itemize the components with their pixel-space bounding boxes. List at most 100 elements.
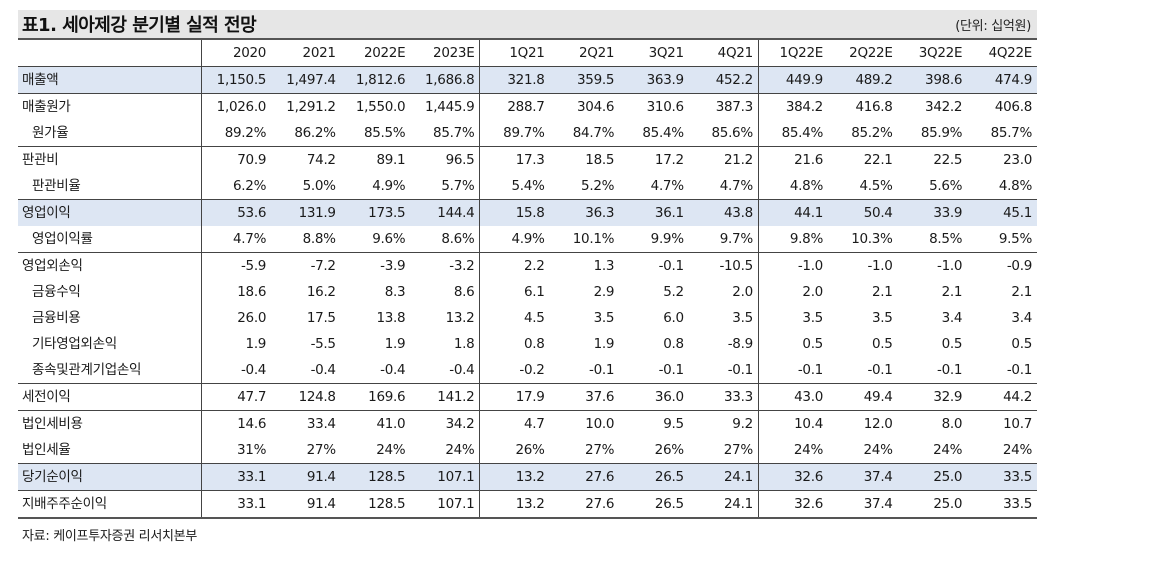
value-cell: 26.0 [201, 305, 272, 331]
table-row: 영업외손익 -5.9 -7.2 -3.9 -3.2 2.2 1.3 -0.1 -10.5 -1.0… [18, 252, 1037, 279]
value-cell: 9.9% [650, 231, 684, 247]
value-cell: 44.2 [967, 383, 1037, 411]
value-cell: 342.2 [897, 93, 968, 120]
value-cell: 10.0 [549, 410, 620, 437]
value-cell: 17.9 [479, 383, 550, 411]
value-cell: -0.4 [201, 357, 272, 384]
value-cell: -0.1 [867, 362, 893, 378]
value-cell: 26% [654, 442, 684, 458]
value-cell: -0.1 [619, 252, 689, 279]
header-row: 2020 2021 2022E 2023E 1Q21 2Q21 3Q21 4Q2… [18, 40, 1037, 67]
value-cell: 5.2% [581, 178, 615, 194]
column-header: 4Q21 [688, 40, 759, 67]
value-cell: 13.2 [445, 310, 475, 326]
column-header: 2Q21 [549, 40, 620, 67]
value-cell: -10.5 [688, 252, 759, 279]
value-cell: 2.0 [732, 284, 753, 300]
row-label: 영업외손익 [18, 252, 202, 279]
value-cell: 36.3 [549, 199, 620, 226]
value-cell: 24.1 [688, 463, 759, 491]
unit-label: (단위: 십억원) [955, 18, 1031, 34]
table-title-bar: 표1. 세아제강 분기별 실적 전망 (단위: 십억원) [18, 10, 1037, 40]
value-cell: 34.2 [410, 410, 480, 437]
value-cell: 5.7% [441, 178, 475, 194]
value-cell: 9.8% [757, 226, 828, 253]
value-cell: 86.2% [294, 125, 336, 141]
value-cell: 4.8% [757, 173, 828, 200]
value-cell: 24% [376, 442, 406, 458]
table-row: 판관비 70.9 74.2 89.1 96.5 17.3 18.5 17.2 21.2 21.6 2… [18, 146, 1037, 173]
value-cell: 1.9 [384, 336, 406, 352]
value-cell: 4.7% [650, 178, 684, 194]
row-label: 판관비 [18, 146, 202, 173]
value-cell: 32.9 [897, 383, 968, 411]
value-cell: 0.5 [872, 336, 893, 352]
value-cell: 15.8 [479, 199, 550, 226]
column-header: 2023E [410, 40, 480, 67]
value-cell: 1.9 [593, 336, 615, 352]
value-cell: 44.1 [757, 199, 828, 226]
value-cell: 17.2 [619, 146, 689, 173]
value-cell: 359.5 [549, 66, 620, 94]
value-cell: 2.0 [757, 279, 828, 305]
value-cell: -5.5 [310, 336, 336, 352]
value-cell: 3.5 [732, 310, 753, 326]
table-body: 매출액 1,150.5 1,497.4 1,812.6 1,686.8 321.8 359.… [18, 66, 1037, 519]
value-cell: 33.3 [688, 383, 759, 411]
table-row: 기타영업외손익 1.9 -5.5 1.9 1.8 0.8 1.9 0.8 -8.9 0.5 0.5 0… [18, 331, 1037, 357]
value-cell: 1,812.6 [340, 66, 411, 94]
value-cell: 49.4 [827, 383, 898, 411]
value-cell: 50.4 [827, 199, 898, 226]
value-cell: 26.5 [619, 490, 689, 519]
value-cell: 37.4 [827, 490, 898, 519]
row-label: 매출원가 [18, 93, 202, 120]
value-cell: 33.1 [201, 490, 272, 519]
row-label: 당기순이익 [18, 463, 202, 491]
value-cell: 5.2 [663, 284, 684, 300]
value-cell: 131.9 [271, 199, 341, 226]
value-cell: 85.4% [642, 125, 684, 141]
value-cell: 84.7% [572, 125, 615, 141]
value-cell: 36.1 [619, 199, 689, 226]
table-row: 당기순이익 33.1 91.4 128.5 107.1 13.2 27.6 26.5 24.1 3… [18, 463, 1037, 491]
value-cell: 32.6 [757, 463, 828, 491]
column-header: 2020 [201, 40, 272, 67]
row-label: 종속및관계기업손익 [32, 362, 142, 378]
value-cell: 0.5 [941, 336, 963, 352]
value-cell: 47.7 [201, 383, 272, 411]
value-cell: 27% [306, 442, 336, 458]
value-cell: 31% [201, 437, 272, 464]
value-cell: 3.5 [872, 310, 893, 326]
value-cell: 1,150.5 [201, 66, 272, 94]
value-cell: 9.7% [719, 231, 753, 247]
value-cell: 2.9 [593, 284, 615, 300]
value-cell: 416.8 [827, 93, 898, 120]
value-cell: 107.1 [410, 463, 480, 491]
column-header: 3Q22E [897, 40, 968, 67]
table-row: 원가율 89.2% 86.2% 85.5% 85.7% 89.7% 84.7% 85.4% 85… [18, 120, 1037, 147]
value-cell: -0.1 [658, 362, 684, 378]
value-cell: 45.1 [967, 199, 1037, 226]
table-title: 표1. 세아제강 분기별 실적 전망 [22, 15, 257, 36]
value-cell: 12.0 [827, 410, 898, 437]
earnings-forecast-table: 2020 2021 2022E 2023E 1Q21 2Q21 3Q21 4Q2… [18, 40, 1037, 519]
table-row: 법인세비용 14.6 33.4 41.0 34.2 4.7 10.0 9.5 9.2 10.4 12… [18, 410, 1037, 437]
value-cell: 4.5% [859, 178, 893, 194]
value-cell: -0.4 [380, 362, 406, 378]
value-cell: 85.4% [757, 120, 828, 147]
value-cell: 1.9 [201, 331, 272, 357]
value-cell: 9.2 [688, 410, 759, 437]
table-row: 영업이익 53.6 131.9 173.5 144.4 15.8 36.3 36.1 43.8 4… [18, 199, 1037, 226]
table-row: 법인세율 31% 27% 24% 24% 26% 27% 26% 27% 24% 24% 24% 24% [18, 437, 1037, 464]
value-cell: 2.1 [1011, 284, 1032, 300]
value-cell: 10.1% [572, 231, 615, 247]
value-cell: 85.2% [851, 125, 893, 141]
value-cell: 33.5 [967, 463, 1037, 491]
table-row: 판관비율 6.2% 5.0% 4.9% 5.7% 5.4% 5.2% 4.7% 4.7% 4.8%… [18, 173, 1037, 200]
value-cell: 8.5% [929, 231, 963, 247]
value-cell: -8.9 [727, 336, 753, 352]
value-cell: 27% [585, 442, 615, 458]
value-cell: 128.5 [340, 490, 411, 519]
value-cell: -3.9 [340, 252, 411, 279]
column-header: 4Q22E [967, 40, 1037, 67]
